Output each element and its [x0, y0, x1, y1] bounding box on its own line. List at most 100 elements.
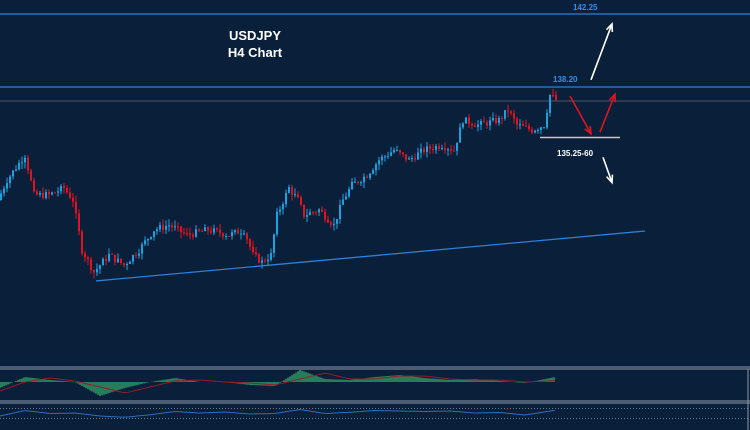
- candle-body: [501, 117, 503, 119]
- candle-body: [504, 110, 506, 119]
- candle-body: [447, 149, 449, 151]
- candle-body: [195, 229, 197, 237]
- candle-body: [234, 230, 236, 233]
- candle-body: [453, 150, 455, 152]
- candle-body: [294, 194, 296, 196]
- candle-body: [201, 230, 203, 232]
- candle-body: [498, 117, 500, 124]
- candle-body: [522, 124, 524, 126]
- candle-body: [276, 211, 278, 235]
- candle-body: [135, 255, 137, 257]
- candle-body: [477, 124, 479, 127]
- candle-body: [459, 127, 461, 143]
- candle-body: [555, 95, 557, 100]
- candle-body: [174, 226, 176, 228]
- candle-body: [249, 239, 251, 247]
- arrow-head-icon: [605, 21, 614, 32]
- candle-body: [342, 199, 344, 205]
- candle-body: [303, 204, 305, 217]
- candle-body: [33, 180, 35, 192]
- support-zone-label: 135.25-60: [557, 149, 594, 158]
- candle-body: [321, 209, 323, 212]
- candle-body: [270, 252, 272, 260]
- candle-body: [159, 225, 161, 230]
- candle-body: [495, 118, 497, 124]
- candle-body: [204, 227, 206, 232]
- candle-body: [207, 227, 209, 231]
- candle-body: [318, 209, 320, 213]
- candle-body: [339, 204, 341, 220]
- candle-body: [21, 162, 23, 164]
- candle-body: [216, 228, 218, 230]
- candle-body: [210, 230, 212, 233]
- candle-body: [99, 265, 101, 269]
- candle-body: [84, 253, 86, 258]
- candle-body: [225, 236, 227, 238]
- candle-body: [345, 196, 347, 200]
- candle-body: [66, 187, 68, 193]
- candle-body: [486, 122, 488, 126]
- candle-body: [192, 234, 194, 237]
- candle-body: [42, 192, 44, 198]
- candle-body: [282, 204, 284, 210]
- candle-body: [222, 233, 224, 237]
- candle-body: [219, 229, 221, 234]
- candle-body: [519, 124, 521, 126]
- candle-body: [330, 222, 332, 226]
- candle-body: [411, 158, 413, 160]
- candle-body: [30, 170, 32, 181]
- candle-body: [534, 130, 536, 133]
- candle-body: [408, 158, 410, 160]
- candle-body: [432, 149, 434, 151]
- candle-body: [147, 238, 149, 241]
- candle-body: [228, 236, 230, 238]
- candle-body: [105, 258, 107, 261]
- rsi-line: [0, 408, 556, 418]
- candle-body: [378, 160, 380, 165]
- candle-body: [333, 223, 335, 226]
- candle-body: [348, 189, 350, 197]
- candle-body: [327, 219, 329, 223]
- candle-body: [414, 158, 416, 160]
- chart-subtitle: H4 Chart: [227, 45, 283, 60]
- candle-body: [465, 117, 467, 124]
- candle-body: [36, 191, 38, 195]
- level-label-138-20: 138.20: [553, 75, 578, 84]
- candle-body: [531, 129, 533, 133]
- candle-body: [96, 268, 98, 273]
- candle-body: [180, 226, 182, 233]
- candle-body: [93, 269, 95, 273]
- candle-body: [69, 192, 71, 198]
- candle-body: [54, 192, 56, 194]
- candle-body: [285, 192, 287, 205]
- candle-body: [549, 94, 551, 113]
- candle-body: [363, 176, 365, 183]
- candle-body: [552, 94, 554, 96]
- candle-body: [63, 186, 65, 188]
- candle-body: [429, 146, 431, 150]
- candle-body: [471, 123, 473, 126]
- candle-body: [513, 113, 515, 119]
- candle-body: [369, 173, 371, 178]
- candle-body: [387, 155, 389, 157]
- candle-body: [168, 225, 170, 227]
- candle-body: [366, 176, 368, 178]
- candle-body: [540, 127, 542, 130]
- candle-body: [468, 117, 470, 124]
- candle-body: [336, 219, 338, 224]
- candle-body: [510, 111, 512, 114]
- candle-body: [489, 120, 491, 126]
- candle-body: [258, 254, 260, 263]
- candle-body: [426, 146, 428, 153]
- candle-body: [417, 152, 419, 160]
- candle-body: [405, 154, 407, 160]
- candle-body: [543, 127, 545, 129]
- candle-body: [114, 254, 116, 263]
- candle-body: [300, 197, 302, 205]
- candle-body: [162, 225, 164, 230]
- candle-body: [546, 112, 548, 128]
- candle-body: [507, 110, 509, 112]
- candle-body: [372, 170, 374, 174]
- candle-body: [252, 246, 254, 253]
